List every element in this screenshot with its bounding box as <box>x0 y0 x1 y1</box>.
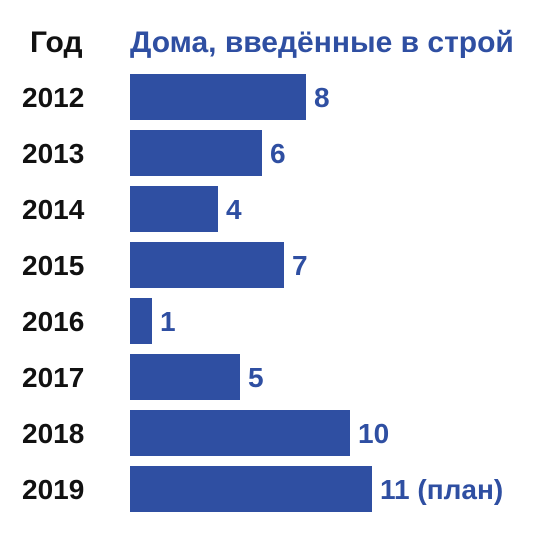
bar <box>130 410 350 456</box>
bar <box>130 130 262 176</box>
year-label: 2013 <box>22 138 84 169</box>
value-label: 6 <box>270 138 286 169</box>
bar <box>130 298 152 344</box>
value-label: 4 <box>226 194 242 225</box>
value-label: 10 <box>358 418 389 449</box>
value-label: 8 <box>314 82 330 113</box>
value-header: Дома, введённые в строй <box>130 26 514 59</box>
value-label: 5 <box>248 362 264 393</box>
value-label: 1 <box>160 306 176 337</box>
value-label: 11 (план) <box>380 474 503 505</box>
year-label: 2018 <box>22 418 84 449</box>
value-label: 7 <box>292 250 308 281</box>
year-label: 2017 <box>22 362 84 393</box>
year-label: 2014 <box>22 194 85 225</box>
year-label: 2016 <box>22 306 84 337</box>
category-header: Год <box>30 26 83 59</box>
bar <box>130 242 284 288</box>
bar <box>130 74 306 120</box>
year-label: 2012 <box>22 82 84 113</box>
bar <box>130 354 240 400</box>
bar <box>130 466 372 512</box>
year-label: 2019 <box>22 474 84 505</box>
bar <box>130 186 218 232</box>
bar-rows: 2012 8 2013 6 2014 4 2015 7 2016 1 2017 5 2018 10 2019… <box>22 74 503 512</box>
year-label: 2015 <box>22 250 84 281</box>
